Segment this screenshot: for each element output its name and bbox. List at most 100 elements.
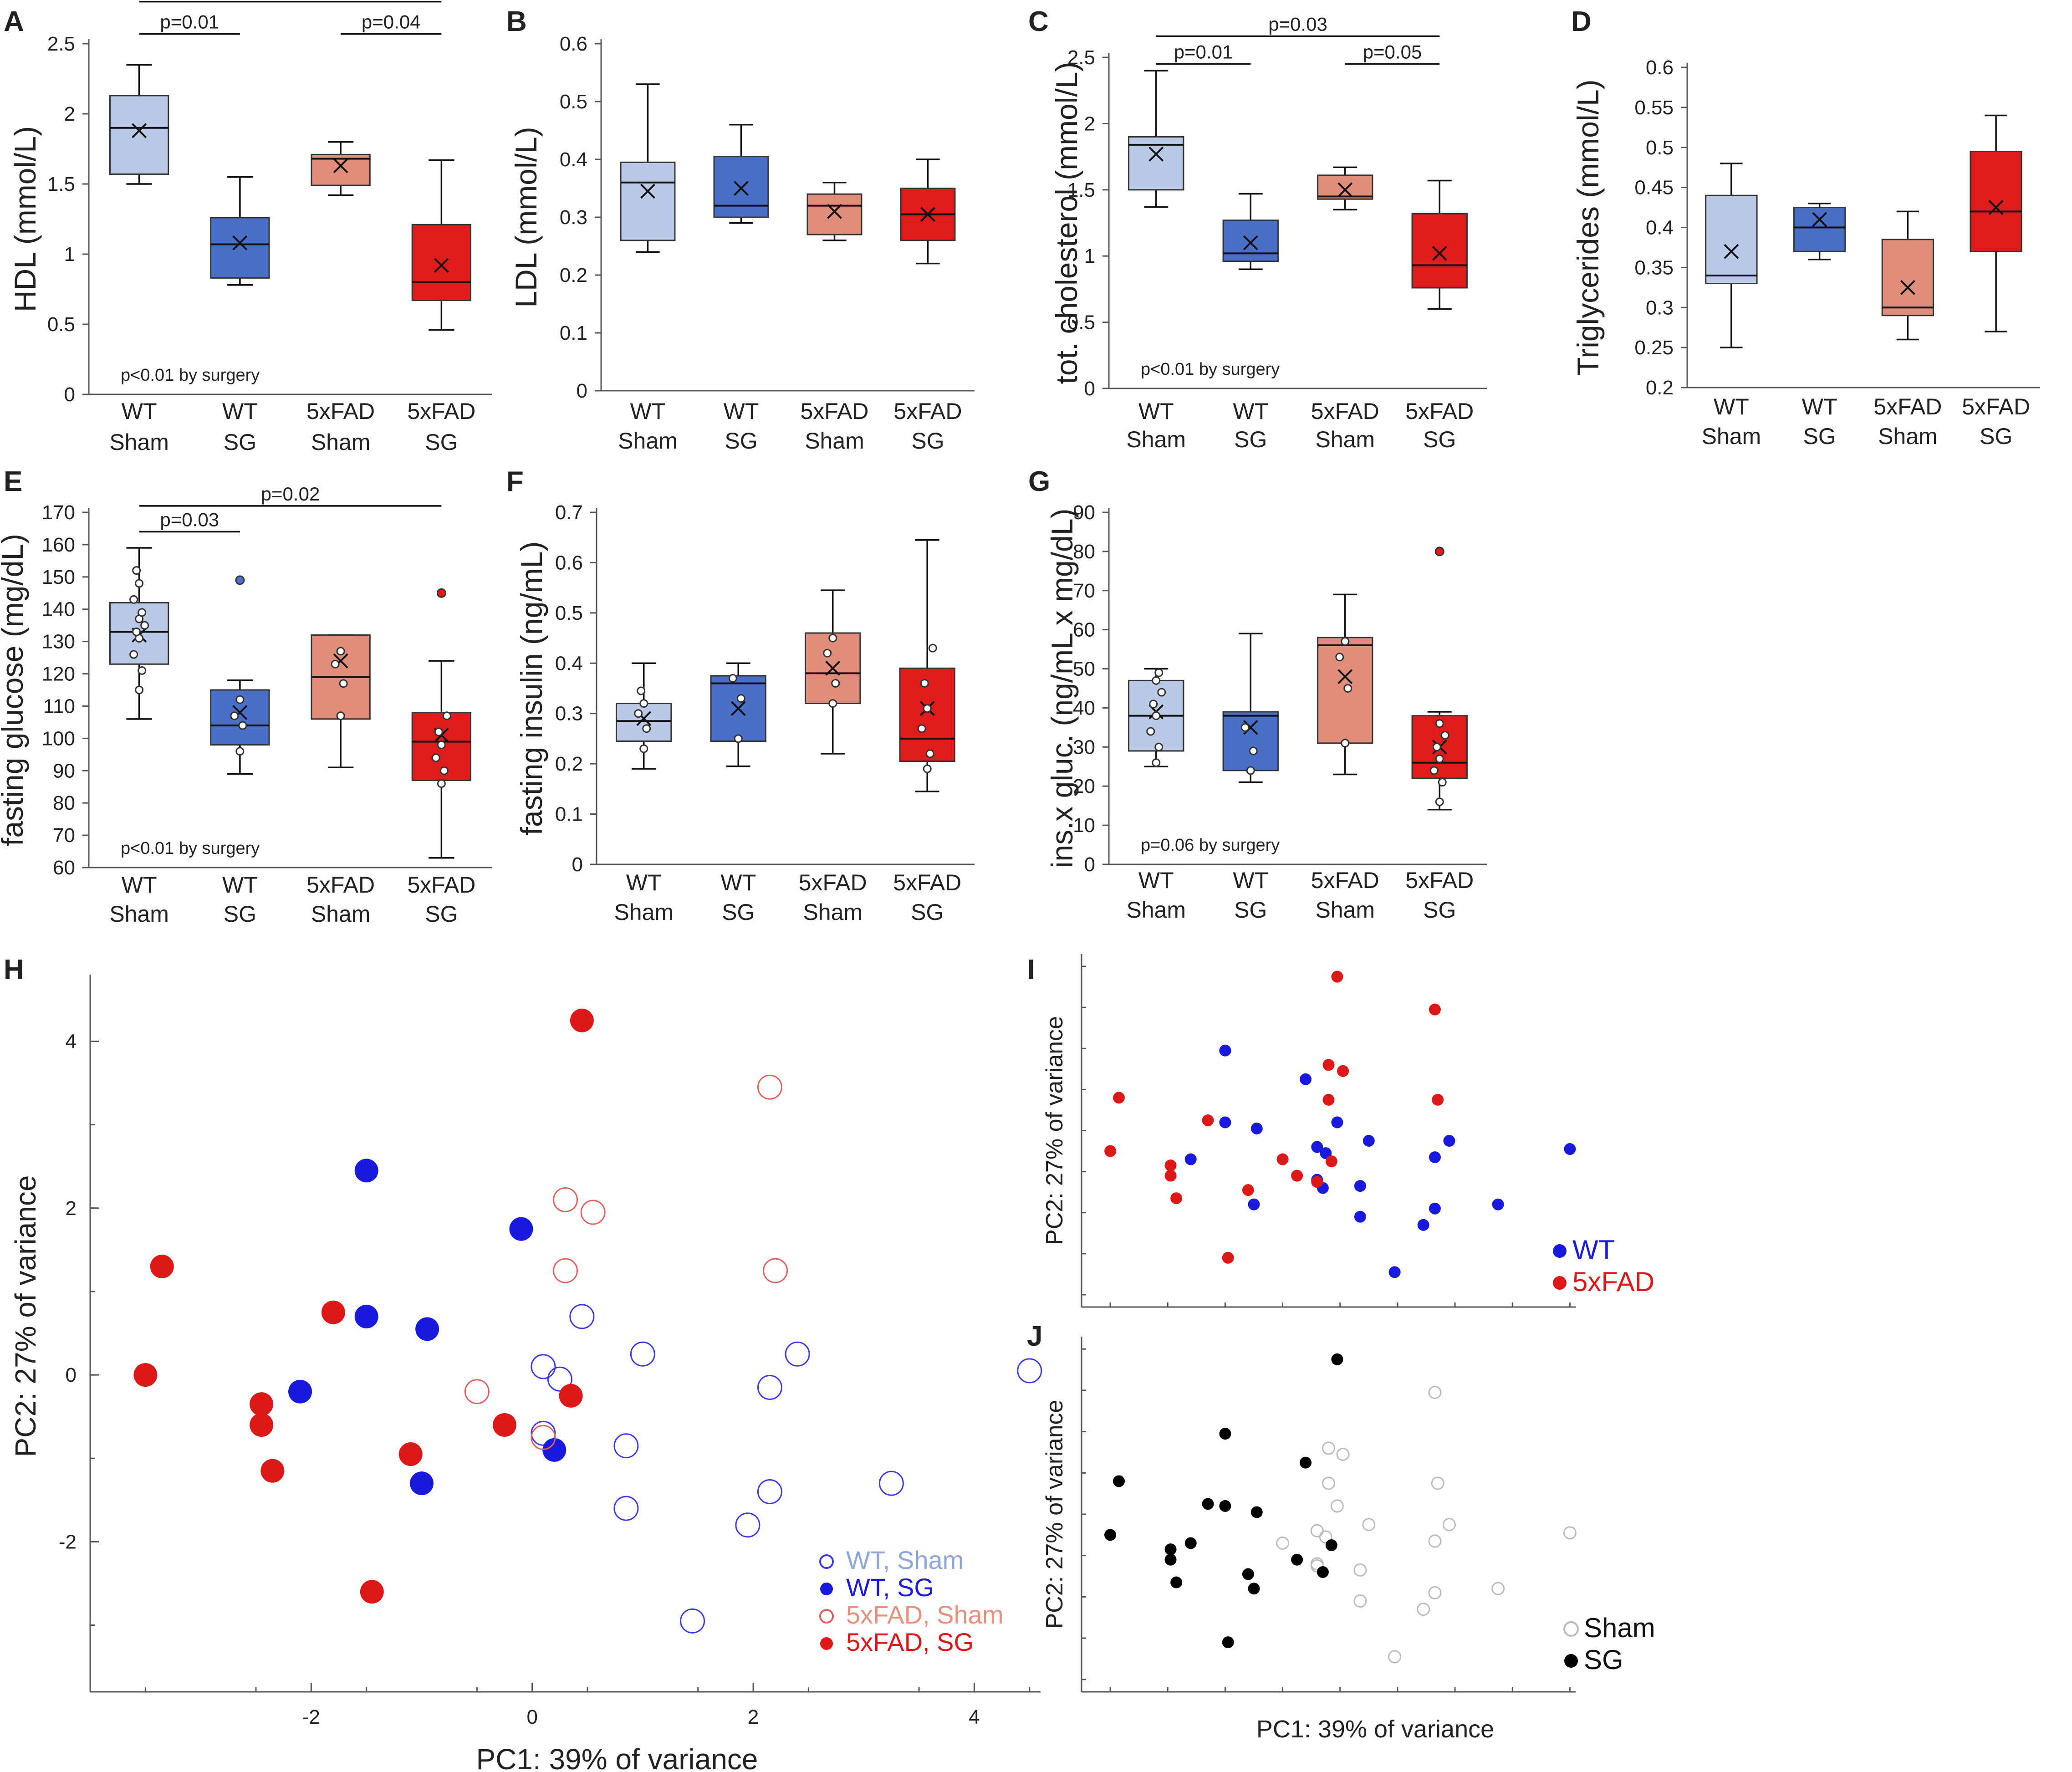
- pca-point-wt-sham: [531, 1420, 556, 1446]
- data-point: [1440, 731, 1449, 740]
- box-wt-sg: [1793, 207, 1846, 252]
- y-axis-label: Triglycerides (mmol/L): [1571, 79, 1605, 375]
- data-point: [1157, 688, 1166, 697]
- pca-point-wt-sham: [735, 1512, 760, 1538]
- x-category-label: SG: [1234, 897, 1267, 923]
- y-tick-label: 0.5: [47, 313, 75, 336]
- pca-point-5xfad-sg: [360, 1580, 384, 1604]
- y-axis-label: fasting glucose (mg/dL): [0, 534, 29, 846]
- x-category-label: SG: [224, 901, 256, 927]
- legend-label: WT, Sham: [846, 1546, 964, 1574]
- box-wt-sg: [713, 156, 769, 218]
- box-wt-sham: [109, 95, 169, 175]
- pca-point-5xfad-sg: [398, 1442, 423, 1466]
- x-category-label: SG: [1234, 427, 1267, 452]
- significance-label: p=0.03: [1268, 13, 1327, 35]
- panel-j-pca-by-surgery: J PC2: 27% of variance PC1: 39% of varianc…: [1027, 1321, 1655, 1743]
- legend-marker: [1564, 1654, 1578, 1668]
- y-tick-label: 70: [53, 824, 75, 847]
- pca-point-sg: [1248, 1583, 1260, 1595]
- x-category-label: WT: [1138, 868, 1174, 893]
- pca-point-wt: [1320, 1147, 1332, 1159]
- data-point: [1152, 676, 1161, 685]
- pca-point-5xfad: [1331, 970, 1343, 983]
- pca-point-wt: [1250, 1122, 1263, 1134]
- y-tick-label: 110: [43, 695, 75, 717]
- data-point: [235, 747, 245, 756]
- y-tick-label: 160: [42, 534, 75, 556]
- y-tick-label: 0.6: [555, 552, 583, 574]
- data-point: [728, 674, 737, 683]
- y-tick-label: 4: [66, 1031, 77, 1053]
- data-point: [1240, 723, 1250, 732]
- y-tick-label: -2: [59, 1531, 77, 1553]
- x-category-label: 5xFAD: [1873, 394, 1942, 419]
- legend-marker: [820, 1583, 833, 1595]
- data-point: [1341, 637, 1350, 646]
- y-tick-label: 0.4: [555, 652, 583, 674]
- pca-point-sham: [1428, 1534, 1442, 1548]
- data-point: [1429, 766, 1439, 775]
- panel-a-hdl: A 0 0.5 1 1.5 2 2.5 HDL (mmol/L) WT Sham WT SG 5xFAD…: [4, 0, 492, 455]
- y-tick-label: 0.3: [555, 703, 583, 725]
- x-category-label: 5xFAD: [799, 870, 867, 895]
- pca-point-sg: [1170, 1576, 1183, 1588]
- x-category-label: 5xFAD: [1962, 394, 2030, 419]
- y-tick-label: 0.55: [1634, 97, 1674, 119]
- pca-point-wt-sg: [354, 1159, 378, 1183]
- box-wt-sham: [616, 703, 672, 742]
- y-axis-label: LDL (mmol/L): [509, 127, 543, 307]
- x-category-label: WT: [1138, 398, 1174, 424]
- pca-point-5xfad: [1322, 1093, 1335, 1106]
- mean-marker: [1724, 244, 1739, 259]
- data-point: [923, 764, 932, 773]
- pca-point-sg: [1219, 1500, 1231, 1512]
- x-category-label: SG: [224, 429, 256, 455]
- pca-point-sg: [1325, 1539, 1337, 1552]
- pca-point-sg: [1104, 1529, 1117, 1541]
- y-tick-label: 0.2: [555, 753, 583, 775]
- pca-point-5xfad-sham: [757, 1074, 782, 1100]
- y-tick-label: 150: [42, 566, 75, 588]
- y-axis-label: PC2: 27% of variance: [9, 1175, 42, 1457]
- legend-label: Sham: [1584, 1613, 1655, 1643]
- x-category-label: Sham: [1702, 424, 1761, 449]
- mean-marker: [734, 181, 749, 196]
- box-5xfad-sg: [1970, 151, 2022, 252]
- x-category-label: 5xFAD: [306, 398, 375, 424]
- x-category-label: Sham: [614, 899, 674, 925]
- data-point: [1438, 778, 1447, 787]
- legend-marker: [819, 1609, 834, 1624]
- x-category-label: 5xFAD: [1311, 868, 1379, 893]
- y-tick-label: 0.25: [1634, 337, 1674, 359]
- legend-marker: [820, 1637, 833, 1650]
- pca-point-sham: [1353, 1563, 1367, 1577]
- mean-marker: [1432, 245, 1447, 261]
- box-5xfad-sg: [411, 224, 472, 301]
- y-tick-label: 2: [1084, 112, 1095, 135]
- y-tick-label: 0: [66, 1364, 77, 1386]
- pca-point-sham: [1442, 1518, 1456, 1532]
- pca-point-sg: [1291, 1553, 1303, 1566]
- data-point: [132, 566, 141, 575]
- panel-letter: H: [4, 954, 24, 986]
- pca-point-5xfad-sham: [531, 1425, 556, 1450]
- pca-point-wt-sham: [547, 1366, 572, 1392]
- data-point: [1154, 742, 1164, 751]
- legend-label: 5xFAD, SG: [846, 1628, 974, 1656]
- pca-point-wt: [1219, 1044, 1231, 1057]
- pca-point-sham: [1319, 1530, 1332, 1544]
- pca-point-wt-sham: [785, 1341, 810, 1367]
- panel-b-ldl: B 0 0.1 0.2 0.3 0.4 0.5 0.6 LDL (mmol/L) WT Sham WT…: [506, 6, 975, 454]
- box-wt-sg: [1222, 711, 1279, 771]
- panel-e-fasting-glucose: E 60 70 80 90 100 110 120 130 140 150 160 170 fasting…: [0, 466, 492, 927]
- y-tick-label: 1.5: [1067, 179, 1095, 201]
- pca-point-sg: [1242, 1568, 1254, 1580]
- pca-point-sham: [1353, 1594, 1367, 1608]
- x-category-label: 5xFAD: [893, 870, 961, 895]
- legend-label: WT, SG: [846, 1573, 934, 1602]
- mean-marker: [1243, 235, 1258, 250]
- data-point: [439, 766, 449, 775]
- pca-point-sg: [1164, 1553, 1177, 1566]
- y-axis-label: PC2: 27% of variance: [1041, 1016, 1068, 1245]
